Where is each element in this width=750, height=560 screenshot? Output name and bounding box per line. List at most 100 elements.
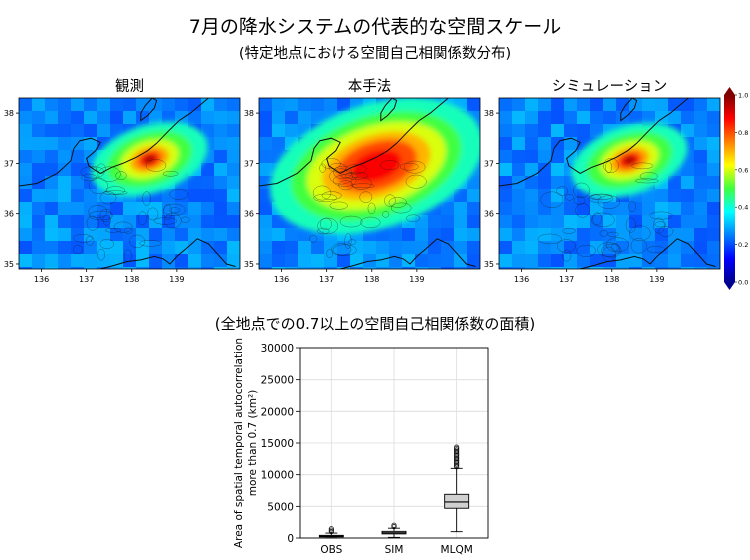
map-cell (272, 137, 285, 150)
terrain-contour (347, 239, 357, 245)
map-cell (259, 228, 272, 241)
map-cell (707, 176, 720, 189)
map-cell (512, 124, 525, 137)
map-cell (467, 202, 480, 215)
map-cell (681, 254, 694, 267)
map-cell (694, 215, 707, 228)
map-cell (136, 215, 149, 228)
terrain-contour (652, 217, 665, 234)
map-cell (402, 241, 415, 254)
map-cell (467, 189, 480, 202)
map-cell (629, 254, 642, 267)
map-cell (175, 241, 188, 254)
y-tick-label: 10000 (261, 470, 294, 482)
map-cell (58, 111, 71, 124)
map-cell (694, 98, 707, 111)
map-cell (32, 189, 45, 202)
map-panel-3: シミュレーション 136 137 138 139 38 37 36 35 (484, 79, 721, 284)
map-cell (467, 98, 480, 111)
pacific-coastline (340, 238, 476, 269)
map-cell (71, 241, 84, 254)
map-cell (655, 254, 668, 267)
map-cell (616, 111, 629, 124)
map-cell (45, 150, 58, 163)
map-cell (175, 267, 188, 269)
map-cell (668, 241, 681, 254)
terrain-contour (89, 177, 108, 194)
map-cell (707, 228, 720, 241)
map-cell (402, 267, 415, 269)
terrain-contour (97, 248, 105, 261)
terrain-contour (338, 180, 354, 191)
map-cell (642, 111, 655, 124)
map-cell (655, 267, 668, 269)
map-cell (19, 150, 32, 163)
coastline (499, 98, 689, 187)
map-cell (707, 124, 720, 137)
map-cell (32, 111, 45, 124)
map-panel-2: 本手法 136 137 138 139 38 37 36 35 (244, 78, 481, 284)
map-cell (499, 202, 512, 215)
map-cell (110, 267, 123, 269)
sado-island-outline (140, 98, 158, 122)
map-cell (45, 176, 58, 189)
map-cell (97, 124, 110, 137)
map-cell (188, 267, 201, 269)
map-cell (389, 267, 402, 269)
map-cell (707, 163, 720, 176)
map-cell (259, 98, 272, 111)
map-cell (58, 137, 71, 150)
boxplot-frame (299, 347, 489, 539)
map-cell (324, 98, 337, 111)
map-cell (175, 189, 188, 202)
terrain-contour (599, 230, 608, 237)
x-tick-label: 136 (514, 275, 529, 284)
map-cell (512, 228, 525, 241)
map-cell (58, 267, 71, 269)
map-cell (616, 254, 629, 267)
map-cell (441, 228, 454, 241)
terrain-contour (628, 200, 637, 213)
map-cell (311, 111, 324, 124)
terrain-contour (86, 215, 99, 231)
terrain-contour (329, 201, 348, 210)
map-cell (629, 111, 642, 124)
map-cell (707, 111, 720, 124)
map-cell (590, 267, 603, 269)
map-cell (45, 215, 58, 228)
map-cell (201, 228, 214, 241)
y-tick-label: 15000 (261, 438, 294, 450)
map-cell (45, 163, 58, 176)
map-cell (525, 189, 538, 202)
map-cell (45, 241, 58, 254)
map-cell (58, 150, 71, 163)
map-hotspot (270, 98, 480, 234)
map-cell (564, 228, 577, 241)
map-cell (227, 228, 240, 241)
map-cell (551, 202, 564, 215)
map-cell (32, 202, 45, 215)
map-cell (149, 215, 162, 228)
terrain-contour (142, 191, 152, 206)
map-cell (149, 254, 162, 267)
map-cell (642, 241, 655, 254)
map-cell (512, 137, 525, 150)
map-cell (694, 228, 707, 241)
map-cell (551, 215, 564, 228)
terrain-contour (169, 207, 181, 213)
terrain-contour (601, 243, 622, 258)
map-cell (642, 254, 655, 267)
map-cell (58, 98, 71, 111)
map-cell (512, 150, 525, 163)
map-cell (214, 267, 227, 269)
map-cell (454, 241, 467, 254)
map-cell (201, 124, 214, 137)
map-cell (259, 241, 272, 254)
map-cell (415, 254, 428, 267)
map-cell (175, 228, 188, 241)
map-cell (19, 189, 32, 202)
map-cell (525, 202, 538, 215)
map-cell (272, 98, 285, 111)
map-cell (19, 215, 32, 228)
